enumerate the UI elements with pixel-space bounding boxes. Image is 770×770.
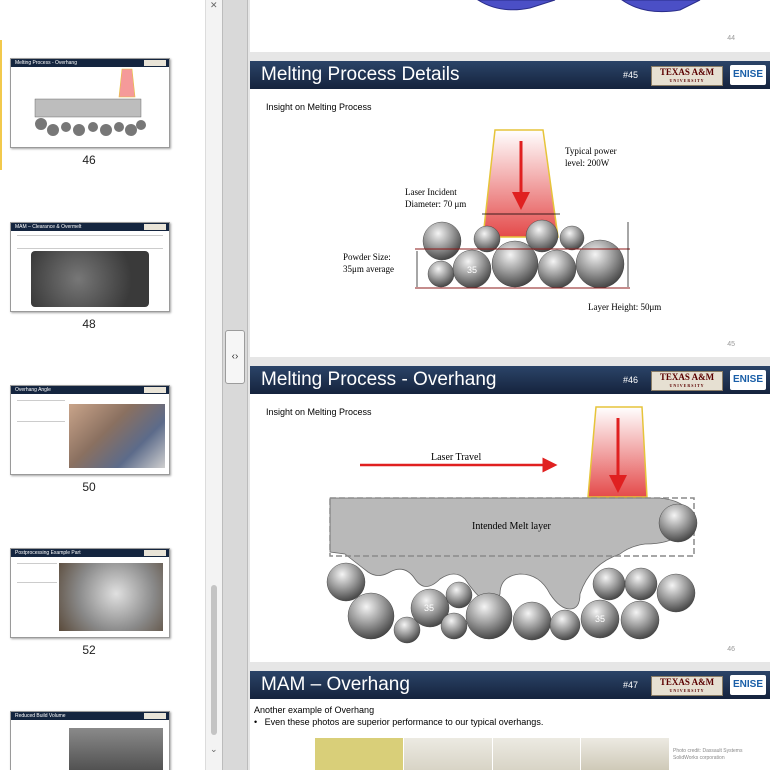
thumbnail-pane: Melting Process - Overhang 46 MAM – Clea… — [0, 0, 222, 770]
thumbnail-image — [59, 563, 163, 631]
slide-subtitle: Insight on Melting Process — [266, 407, 372, 417]
thumbnail-title: Reduced Build Volume — [11, 712, 169, 720]
slide-44-graphic — [477, 0, 701, 13]
slide-title-bar: MAM – Overhang #47 TEXAS A&M UNIVERSITY E… — [250, 671, 770, 699]
selection-indicator — [0, 40, 2, 170]
enise-logo: ENISE — [730, 370, 766, 390]
slide-thumbnail-48[interactable]: MAM – Clearance & Overmelt — [10, 222, 170, 312]
page-number: 45 — [727, 341, 735, 348]
thumbnail-logo — [144, 60, 166, 66]
slide-title-bar: Melting Process - Overhang #46 TEXAS A&M… — [250, 366, 770, 394]
slide-thumbnail-50[interactable]: Overhang Angle — [10, 385, 170, 475]
slide-46: Melting Process - Overhang #46 TEXAS A&M… — [250, 366, 770, 662]
thumbnail-number: 48 — [82, 317, 96, 331]
thumbnail-title: Overhang Angle — [11, 386, 169, 394]
slide-number: #46 — [623, 375, 639, 385]
thumbnail-number: 52 — [82, 643, 96, 657]
laser-incident-label: Laser Incident Diameter: 70 μm — [405, 187, 467, 209]
enise-logo: ENISE — [730, 675, 766, 695]
slide-thumbnail-46[interactable]: Melting Process - Overhang — [10, 58, 170, 148]
thumbnail-text — [17, 563, 57, 583]
splitter-toggle-icon[interactable]: ‹› — [225, 330, 245, 384]
particle-label: 35 — [467, 265, 477, 275]
powder-size-label: Powder Size: 35μm average — [343, 252, 395, 274]
thumbnail-text — [17, 235, 163, 249]
page-number: 44 — [727, 35, 735, 42]
slide-47: MAM – Overhang #47 TEXAS A&M UNIVERSITY E… — [250, 671, 770, 770]
particle-label: 35 — [595, 614, 605, 624]
thumbnail-logo — [144, 224, 166, 230]
thumbnail-logo — [144, 713, 166, 719]
slide-number: #45 — [623, 70, 639, 80]
slide-thumbnail-54[interactable]: Reduced Build Volume — [10, 711, 170, 770]
melting-diagram: 35 — [415, 129, 630, 289]
slide-title: Melting Process - Overhang — [261, 369, 497, 390]
thumbnail-logo — [144, 387, 166, 393]
slide-title-bar: Melting Process Details #45 TEXAS A&M UNI… — [250, 61, 770, 89]
photo-4 — [581, 738, 669, 770]
thumbnail-diagram — [34, 68, 146, 136]
scroll-down-icon[interactable]: ⌄ — [210, 744, 218, 754]
tamu-logo: TEXAS A&M UNIVERSITY — [651, 66, 723, 86]
thumbnail-title: Melting Process - Overhang — [11, 59, 169, 67]
thumbnail-scrollbar[interactable]: ✕ ⌄ — [205, 0, 222, 770]
thumbnail-number: 50 — [82, 480, 96, 494]
thumbnail-title: MAM – Clearance & Overmelt — [11, 223, 169, 231]
tamu-logo: TEXAS A&M UNIVERSITY — [651, 371, 723, 391]
photo-credit: Photo credit: Dassault Systems SolidWork… — [673, 748, 743, 761]
slide-title: MAM – Overhang — [261, 674, 410, 695]
photo-2 — [403, 738, 493, 770]
thumbnail-image — [69, 728, 163, 770]
pane-splitter[interactable]: ‹› — [222, 0, 248, 770]
power-label: Typical power level: 200W — [565, 146, 617, 168]
thumbnail-text — [17, 400, 65, 422]
particle-label: 35 — [424, 603, 434, 613]
enise-logo: ENISE — [730, 65, 766, 85]
layer-height-label: Layer Height: 50μm — [588, 302, 662, 312]
photo-1 — [315, 738, 404, 770]
slide-thumbnail-52[interactable]: Postprocessing Example Part — [10, 548, 170, 638]
overhang-photos — [315, 738, 669, 770]
melt-layer-label: Intended Melt layer — [472, 521, 551, 532]
overhang-diagram: 35 35 — [326, 406, 698, 644]
slide-title: Melting Process Details — [261, 64, 460, 85]
thumbnail-image — [69, 404, 165, 468]
thumbnail-image — [31, 251, 149, 307]
slide-45: Melting Process Details #45 TEXAS A&M UNI… — [250, 61, 770, 357]
slide-subtitle: Insight on Melting Process — [266, 102, 372, 112]
thumbnail-title: Postprocessing Example Part — [11, 549, 169, 557]
thumbnail-logo — [144, 550, 166, 556]
photo-3 — [492, 738, 582, 770]
bullet-text: • Even these photos are superior perform… — [254, 717, 544, 727]
laser-travel-label: Laser Travel — [431, 452, 482, 463]
slide-44: 44 — [250, 0, 770, 52]
scrollbar-thumb[interactable] — [211, 585, 217, 735]
page-number: 46 — [727, 646, 735, 653]
slide-number: #47 — [623, 680, 639, 690]
thumbnail-number: 46 — [82, 153, 96, 167]
slide-text: Another example of Overhang — [254, 705, 375, 715]
tamu-logo: TEXAS A&M UNIVERSITY — [651, 676, 723, 696]
scroll-up-icon[interactable]: ✕ — [210, 0, 218, 10]
